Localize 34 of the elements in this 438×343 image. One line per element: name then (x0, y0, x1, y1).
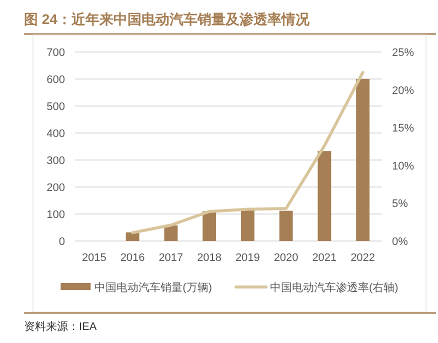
x-tick-label: 2019 (235, 252, 260, 264)
text: 资料来源：IEA (24, 320, 98, 333)
y2-tick-label: 10% (392, 160, 414, 172)
y2-tick-label: 20% (392, 84, 414, 97)
bar (279, 210, 293, 241)
line-series (131, 70, 364, 234)
y-tick-label: 400 (46, 128, 65, 140)
chart-title: 图 24：近年来中国电动汽车销量及渗透率情况 (24, 11, 310, 27)
x-tick-label: 2020 (274, 252, 298, 264)
x-tick-label: 2015 (82, 252, 106, 264)
x-tick-label: 2022 (350, 252, 376, 264)
bar (356, 79, 370, 241)
bar (126, 232, 140, 241)
y-tick-label: 500 (46, 101, 65, 113)
x-tick-label: 2021 (312, 252, 337, 264)
legend-label: 中国电动汽车销量(万辆) (94, 281, 212, 294)
x-tick-label: 2017 (158, 252, 184, 264)
x-tick-label: 2018 (197, 252, 222, 264)
legend-label: 中国电动汽车渗透率(右轴) (270, 281, 398, 294)
bar (202, 211, 216, 241)
bar (240, 209, 254, 241)
bar (318, 151, 332, 241)
x-tick-label: 2016 (120, 252, 145, 264)
y-tick-label: 100 (46, 209, 65, 221)
y2-tick-label: 0% (392, 236, 408, 248)
y2-tick-label: 5% (392, 198, 408, 210)
y-tick-label: 200 (46, 182, 65, 194)
y2-tick-label: 15% (392, 122, 414, 135)
y-tick-label: 300 (46, 155, 65, 167)
y-tick-label: 700 (46, 47, 65, 59)
y-tick-label: 600 (46, 74, 65, 86)
y-tick-label: 0 (58, 236, 65, 248)
y2-tick-label: 25% (392, 47, 414, 59)
bar (164, 225, 178, 241)
